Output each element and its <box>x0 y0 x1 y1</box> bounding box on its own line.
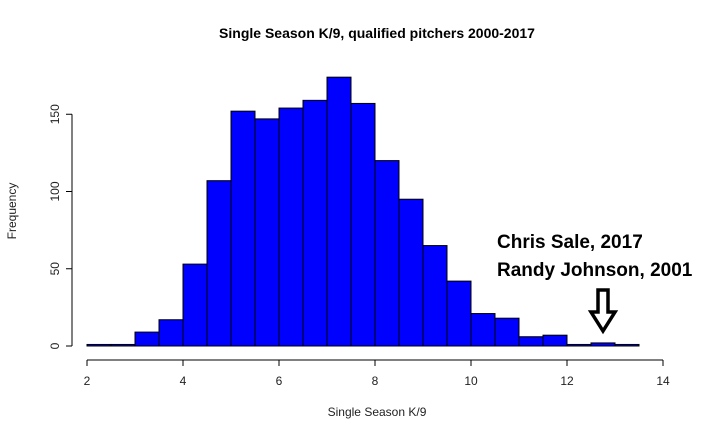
histogram-bar <box>374 160 400 347</box>
x-tick-label: 6 <box>276 374 283 388</box>
histogram-bar <box>206 180 232 347</box>
annotation-line-1: Chris Sale, 2017 <box>497 232 643 253</box>
y-axis-label: Frequency <box>5 183 19 240</box>
x-tick-label: 4 <box>180 374 187 388</box>
histogram-bar <box>110 343 136 347</box>
histogram-bar <box>254 118 280 347</box>
annotation-line-2: Randy Johnson, 2001 <box>497 260 693 281</box>
x-axis: 2 4 6 8 10 12 14 <box>84 359 670 388</box>
histogram-bar <box>542 334 568 347</box>
y-tick-label: 150 <box>48 104 62 124</box>
bars-group <box>86 76 640 347</box>
x-tick-label: 10 <box>464 374 478 388</box>
histogram-bar <box>470 313 496 347</box>
histogram-bar <box>398 198 424 347</box>
histogram-bar <box>134 331 160 347</box>
histogram-bar <box>518 336 544 347</box>
histogram-bar <box>302 99 328 347</box>
annotation: Chris Sale, 2017 Randy Johnson, 2001 <box>497 232 693 335</box>
histogram-bar <box>566 343 592 347</box>
histogram-bar <box>422 245 448 347</box>
x-tick-label: 12 <box>560 374 574 388</box>
histogram-bar <box>446 280 472 347</box>
histogram-bar <box>230 110 256 347</box>
x-tick-label: 2 <box>84 374 91 388</box>
histogram-bar <box>182 263 208 347</box>
histogram-bar <box>278 107 304 347</box>
x-tick-label: 14 <box>656 374 670 388</box>
y-tick-label: 50 <box>48 262 62 276</box>
histogram-bar <box>614 343 640 347</box>
histogram-bar <box>494 317 520 347</box>
y-axis: 0 50 100 150 <box>48 104 73 349</box>
x-tick-label: 8 <box>372 374 379 388</box>
down-arrow-icon <box>587 288 619 335</box>
histogram-bar <box>590 342 616 347</box>
histogram-bar <box>350 102 376 347</box>
x-axis-label: Single Season K/9 <box>328 405 427 419</box>
histogram-bar <box>326 76 352 347</box>
y-tick-label: 0 <box>48 342 62 349</box>
histogram-bar <box>158 319 184 347</box>
histogram-bar <box>86 343 112 347</box>
chart-title: Single Season K/9, qualified pitchers 20… <box>219 25 535 41</box>
y-tick-label: 100 <box>48 181 62 201</box>
